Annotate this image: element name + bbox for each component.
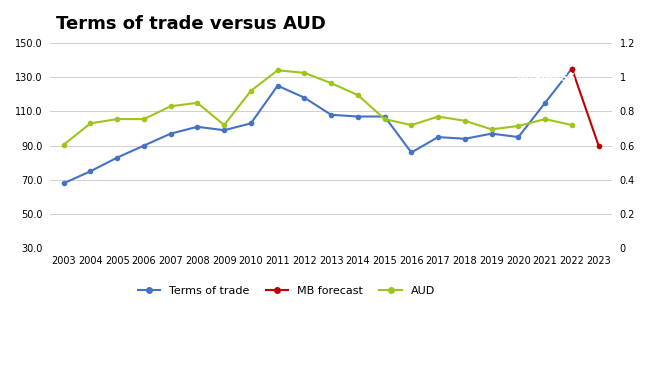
Text: MACRO: MACRO [517,43,575,57]
Text: Terms of trade versus AUD: Terms of trade versus AUD [56,15,326,33]
Legend: Terms of trade, MB forecast, AUD: Terms of trade, MB forecast, AUD [133,281,439,300]
Text: BUSINESS: BUSINESS [517,73,575,83]
